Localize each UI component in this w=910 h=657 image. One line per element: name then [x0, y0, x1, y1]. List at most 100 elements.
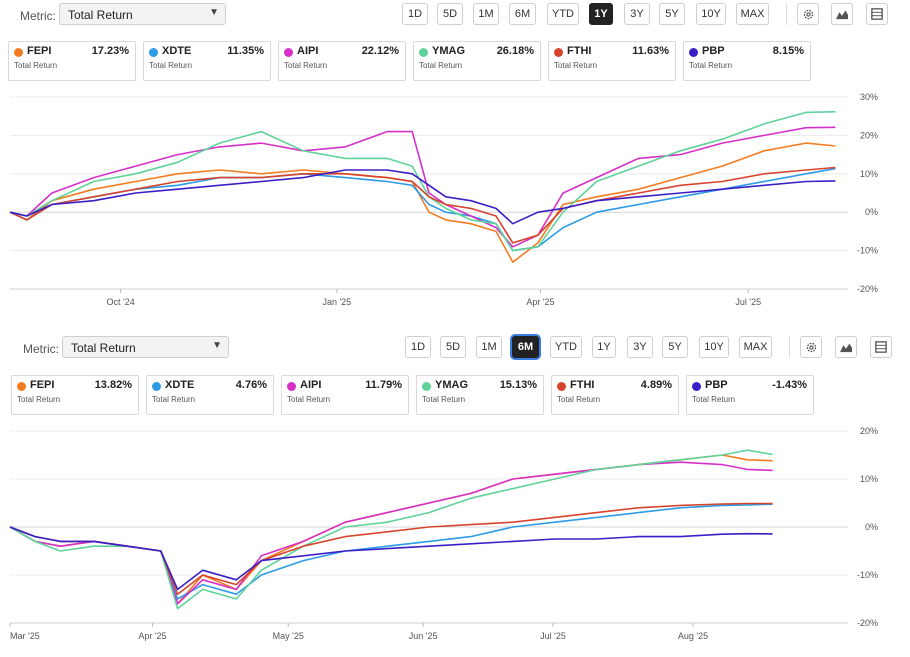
- area-chart-icon[interactable]: [835, 336, 857, 358]
- legend-card-ymag[interactable]: YMAG 26.18% Total Return: [413, 41, 541, 81]
- legend-card-xdte[interactable]: XDTE 4.76% Total Return: [146, 375, 274, 415]
- x-tick-label: Mar '25: [10, 631, 40, 641]
- x-tick-label: Jun '25: [409, 631, 438, 641]
- y-tick-label: 10%: [860, 474, 878, 484]
- legend-card-xdte[interactable]: XDTE 11.35% Total Return: [143, 41, 271, 81]
- period-button-6m[interactable]: 6M: [512, 336, 539, 358]
- legend-card-aipi[interactable]: AIPI 11.79% Total Return: [281, 375, 409, 415]
- series-color-dot: [152, 382, 161, 391]
- series-color-dot: [17, 382, 26, 391]
- legend-subtitle: Total Return: [422, 395, 466, 404]
- period-button-5y[interactable]: 5Y: [662, 336, 688, 358]
- series-line-aipi: [9, 461, 773, 605]
- legend-value: 26.18%: [496, 45, 534, 57]
- legend-card-pbp[interactable]: PBP 8.15% Total Return: [683, 41, 811, 81]
- x-tick-label: Jul '25: [540, 631, 566, 641]
- legend-symbol: PBP: [702, 45, 725, 57]
- legend-card-ymag[interactable]: YMAG 15.13% Total Return: [416, 375, 544, 415]
- series-line-ymag: [9, 449, 773, 610]
- legend-value: 4.76%: [235, 379, 267, 391]
- x-tick-label: Apr '25: [138, 631, 166, 641]
- metric-select-value: Total Return: [68, 8, 133, 22]
- period-button-3y[interactable]: 3Y: [624, 3, 650, 25]
- series-line-fepi: [9, 142, 836, 263]
- legend-subtitle: Total Return: [692, 395, 736, 404]
- period-button-1y[interactable]: 1Y: [592, 336, 616, 358]
- table-icon[interactable]: [866, 3, 888, 25]
- series-color-dot: [692, 382, 701, 391]
- series-line-xdte: [9, 503, 773, 600]
- period-button-10y[interactable]: 10Y: [696, 3, 726, 25]
- legend-value: 11.63%: [632, 45, 669, 57]
- bottom-panel: Metric: Total Return ▼ 1D 5D 1M 6M YTD 1Y 3Y 5Y…: [0, 330, 910, 657]
- y-tick-label: -20%: [857, 284, 878, 294]
- series-line-aipi: [9, 126, 836, 248]
- legend-card-fepi[interactable]: FEPI 17.23% Total Return: [8, 41, 136, 81]
- chevron-down-icon: ▼: [209, 7, 219, 18]
- x-tick-label: Jul '25: [735, 297, 761, 307]
- metric-label: Metric:: [20, 9, 56, 23]
- y-tick-label: 0%: [865, 207, 878, 217]
- bottom-line-chart: 20% 10% 0% -10% -20% Mar '25 Apr '25 May '25 Jun…: [9, 426, 878, 641]
- legend-value: 22.12%: [361, 45, 399, 57]
- metric-label: Metric:: [23, 342, 59, 356]
- gear-icon[interactable]: [797, 3, 819, 25]
- legend-symbol: AIPI: [297, 45, 319, 57]
- legend-subtitle: Total Return: [419, 61, 463, 70]
- period-button-ytd[interactable]: YTD: [550, 336, 582, 358]
- bottom-toolbar: Metric: Total Return ▼ 1D 5D 1M 6M YTD 1Y 3Y 5Y…: [0, 336, 910, 362]
- legend-value: 8.15%: [772, 45, 804, 57]
- period-button-1m[interactable]: 1M: [476, 336, 502, 358]
- legend-symbol: FTHI: [567, 45, 592, 57]
- legend-subtitle: Total Return: [689, 61, 733, 70]
- period-button-10y[interactable]: 10Y: [699, 336, 729, 358]
- period-button-1d[interactable]: 1D: [402, 3, 428, 25]
- series-color-dot: [284, 48, 293, 57]
- legend-symbol: FEPI: [30, 379, 55, 391]
- legend-subtitle: Total Return: [557, 395, 601, 404]
- legend-subtitle: Total Return: [14, 61, 58, 70]
- area-chart-icon[interactable]: [831, 3, 853, 25]
- x-tick-label: Apr '25: [526, 297, 554, 307]
- y-tick-label: 0%: [865, 522, 878, 532]
- top-line-chart: 30% 20% 10% 0% -10% -20% Oct '24 Jan '25 Apr '25…: [9, 92, 878, 307]
- toolbar-separator: [786, 3, 787, 25]
- legend-card-fthi[interactable]: FTHI 11.63% Total Return: [548, 41, 676, 81]
- legend-symbol: YMAG: [435, 379, 468, 391]
- legend-subtitle: Total Return: [284, 61, 328, 70]
- legend-card-fepi[interactable]: FEPI 13.82% Total Return: [11, 375, 139, 415]
- legend-card-pbp[interactable]: PBP -1.43% Total Return: [686, 375, 814, 415]
- series-line-fepi: [9, 454, 773, 605]
- x-tick-label: May '25: [273, 631, 304, 641]
- table-icon[interactable]: [870, 336, 892, 358]
- period-button-max[interactable]: MAX: [736, 3, 769, 25]
- x-tick-label: Oct '24: [106, 297, 134, 307]
- period-button-1d[interactable]: 1D: [405, 336, 431, 358]
- x-tick-label: Aug '25: [678, 631, 708, 641]
- legend-value: -1.43%: [772, 379, 807, 391]
- legend-subtitle: Total Return: [152, 395, 196, 404]
- period-button-5d[interactable]: 5D: [437, 3, 463, 25]
- legend-value: 13.82%: [94, 379, 132, 391]
- legend-value: 15.13%: [499, 379, 537, 391]
- legend-card-fthi[interactable]: FTHI 4.89% Total Return: [551, 375, 679, 415]
- period-button-ytd[interactable]: YTD: [547, 3, 579, 25]
- period-button-3y[interactable]: 3Y: [627, 336, 653, 358]
- period-button-1y[interactable]: 1Y: [589, 3, 613, 25]
- series-color-dot: [689, 48, 698, 57]
- period-button-6m[interactable]: 6M: [509, 3, 536, 25]
- top-panel: Metric: Total Return ▼ 1D 5D 1M 6M YTD 1Y 3Y 5Y…: [0, 0, 910, 320]
- period-button-1m[interactable]: 1M: [473, 3, 499, 25]
- legend-symbol: YMAG: [432, 45, 465, 57]
- series-color-dot: [422, 382, 431, 391]
- period-button-5y[interactable]: 5Y: [659, 3, 685, 25]
- y-tick-label: -10%: [857, 570, 878, 580]
- period-button-max[interactable]: MAX: [739, 336, 772, 358]
- gear-icon[interactable]: [800, 336, 822, 358]
- legend-card-aipi[interactable]: AIPI 22.12% Total Return: [278, 41, 406, 81]
- metric-select[interactable]: Total Return ▼: [59, 3, 226, 25]
- period-button-5d[interactable]: 5D: [440, 336, 466, 358]
- metric-select[interactable]: Total Return ▼: [62, 336, 229, 358]
- series-color-dot: [149, 48, 158, 57]
- legend-value: 4.89%: [640, 379, 672, 391]
